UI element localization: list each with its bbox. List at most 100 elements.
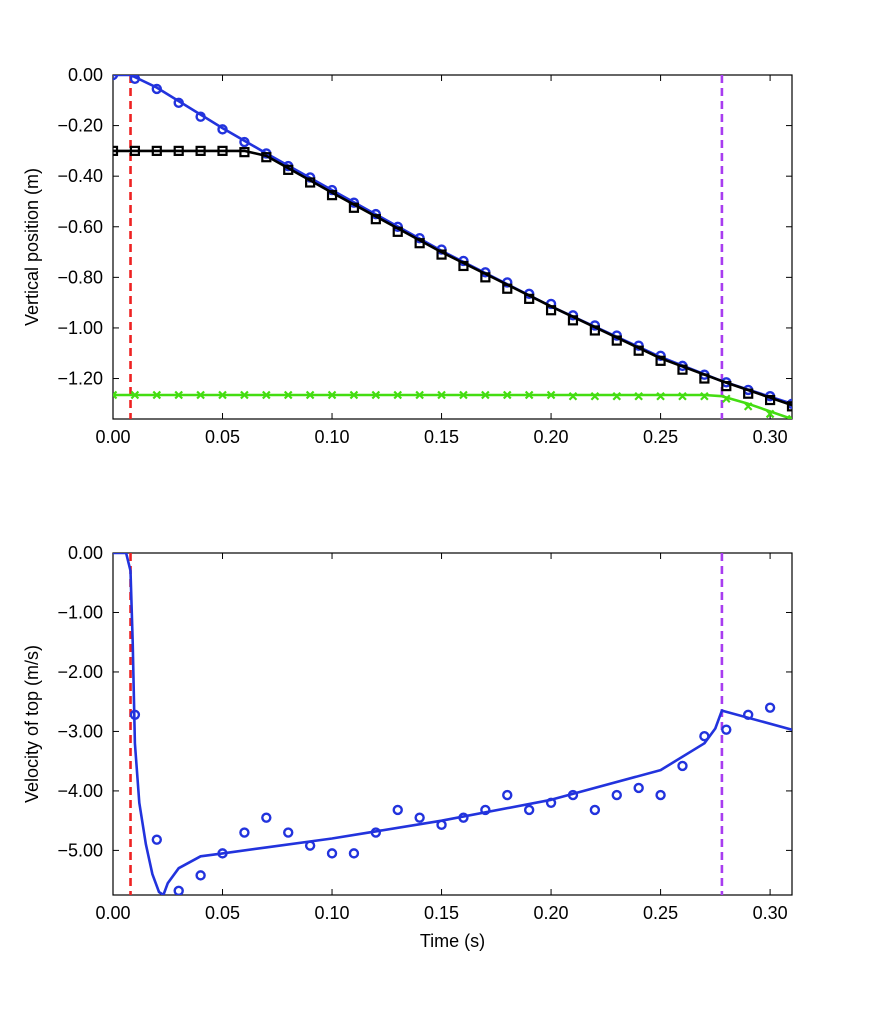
data-point xyxy=(305,390,315,400)
data-point xyxy=(459,390,468,400)
data-point xyxy=(195,111,206,122)
data-point xyxy=(174,390,183,400)
data-point xyxy=(568,391,578,401)
data-point xyxy=(217,145,228,156)
data-point xyxy=(480,804,491,816)
data-point xyxy=(414,238,425,249)
y-tick-label: −5.00 xyxy=(57,840,103,860)
plot-frame xyxy=(112,552,793,896)
data-point xyxy=(545,305,557,316)
data-point xyxy=(611,335,622,346)
data-point xyxy=(240,390,249,400)
series-line xyxy=(113,149,792,407)
data-point xyxy=(151,145,162,156)
data-point xyxy=(567,789,579,801)
data-point xyxy=(239,827,250,838)
data-point xyxy=(129,709,141,720)
data-point xyxy=(786,401,792,412)
data-point xyxy=(173,145,184,156)
data-point xyxy=(371,390,381,400)
data-point xyxy=(415,390,424,400)
data-point xyxy=(502,789,513,801)
plot-frame xyxy=(112,74,793,420)
y-tick-label: −3.00 xyxy=(57,721,103,741)
data-point xyxy=(239,136,250,148)
data-point xyxy=(633,345,644,356)
data-point xyxy=(130,390,140,400)
data-point xyxy=(349,390,359,400)
series-line xyxy=(113,553,792,895)
x-axis-label: Time (s) xyxy=(420,931,485,951)
data-point xyxy=(524,390,534,400)
data-point xyxy=(327,390,337,400)
x-tick-label: 0.30 xyxy=(753,427,788,447)
data-point xyxy=(699,373,710,384)
series-line xyxy=(113,75,792,406)
data-point xyxy=(787,414,792,419)
data-point xyxy=(655,789,666,801)
data-point xyxy=(326,190,338,201)
data-point xyxy=(129,145,141,156)
data-point xyxy=(261,812,272,823)
y-tick-label: −0.80 xyxy=(57,267,103,287)
x-tick-label: 0.05 xyxy=(205,427,240,447)
data-point xyxy=(113,145,119,156)
data-point xyxy=(700,391,709,401)
data-point xyxy=(195,870,206,881)
y-axis-label: Velocity of top (m/s) xyxy=(22,645,42,803)
data-point xyxy=(436,819,447,831)
y-axis-label: Vertical position (m) xyxy=(22,168,42,326)
data-point xyxy=(436,249,447,260)
data-point xyxy=(524,293,535,304)
data-point xyxy=(113,390,118,400)
data-point xyxy=(502,390,512,400)
data-point xyxy=(414,812,425,823)
x-tick-label: 0.00 xyxy=(95,427,130,447)
x-tick-label: 0.15 xyxy=(424,903,459,923)
data-point xyxy=(304,840,316,851)
data-point xyxy=(283,390,293,400)
x-tick-label: 0.25 xyxy=(643,427,678,447)
data-point xyxy=(129,75,141,84)
x-tick-label: 0.00 xyxy=(95,903,130,923)
data-point xyxy=(217,124,228,135)
y-tick-label: −2.00 xyxy=(57,662,103,682)
data-point xyxy=(196,390,205,400)
data-point xyxy=(348,848,360,859)
data-point xyxy=(567,315,579,326)
data-point xyxy=(699,730,710,742)
data-point xyxy=(348,202,360,213)
data-point xyxy=(151,83,163,95)
data-point xyxy=(262,390,271,400)
y-tick-label: 0.00 xyxy=(68,543,103,563)
data-point xyxy=(721,381,732,392)
y-tick-label: −1.20 xyxy=(57,369,103,389)
y-tick-label: −0.20 xyxy=(57,116,103,136)
data-point xyxy=(392,804,403,816)
data-point xyxy=(546,390,556,400)
data-point xyxy=(437,390,446,400)
y-tick-label: 0.00 xyxy=(68,65,103,85)
data-point xyxy=(611,789,622,801)
x-tick-label: 0.15 xyxy=(424,427,459,447)
data-point xyxy=(218,390,227,400)
data-point xyxy=(370,214,381,225)
x-tick-label: 0.20 xyxy=(534,903,569,923)
data-point xyxy=(152,390,162,400)
data-point xyxy=(764,702,776,713)
data-point xyxy=(612,391,622,401)
data-point xyxy=(677,760,688,772)
y-tick-label: −1.00 xyxy=(57,602,103,622)
x-tick-label: 0.10 xyxy=(315,427,350,447)
data-point xyxy=(523,804,535,816)
data-point xyxy=(480,272,491,283)
data-point xyxy=(589,325,600,336)
data-point xyxy=(655,355,666,366)
data-point xyxy=(151,834,163,845)
plot-area xyxy=(113,75,792,419)
plot-area xyxy=(113,553,792,895)
data-point xyxy=(589,804,601,816)
data-point xyxy=(370,827,382,838)
data-point xyxy=(217,848,228,859)
data-point xyxy=(458,812,469,823)
